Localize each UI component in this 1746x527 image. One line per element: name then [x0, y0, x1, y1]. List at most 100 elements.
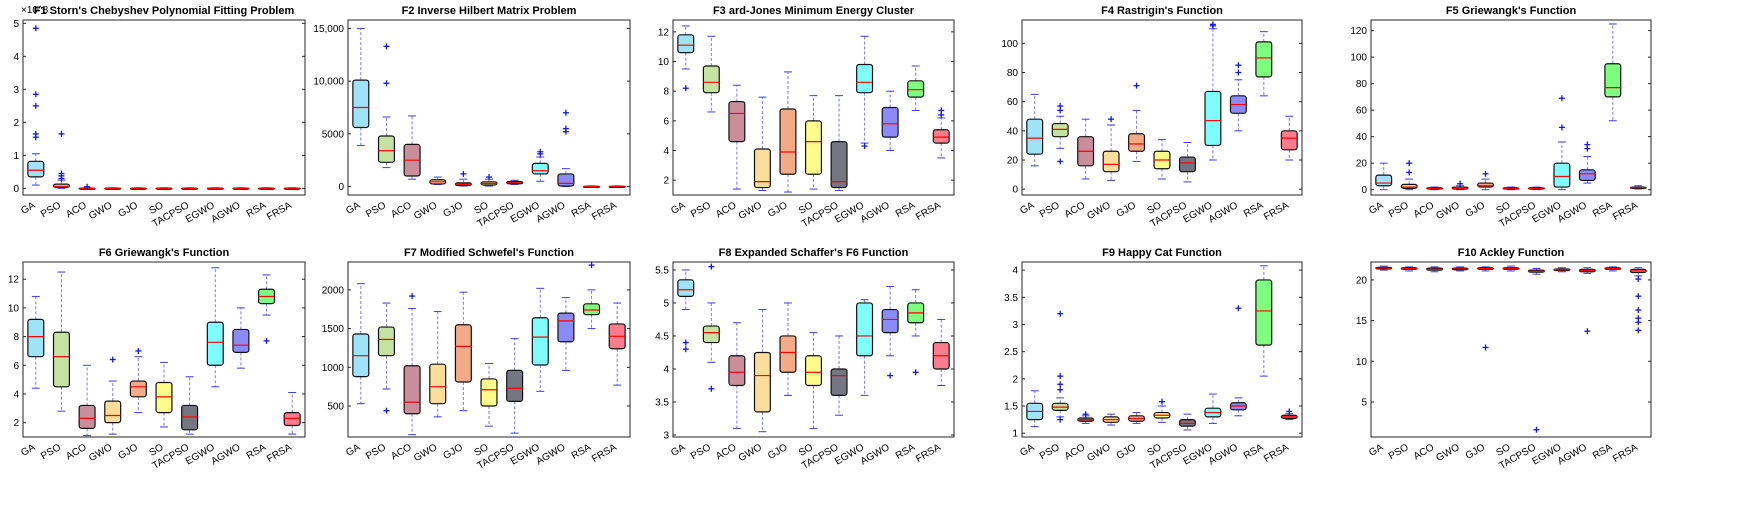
- box-body: [377, 135, 396, 163]
- x-tick-label: GJO: [117, 200, 140, 220]
- box-FRSA: [1280, 115, 1298, 161]
- x-tick-label: FRSA: [914, 442, 943, 465]
- y-exponent-label: ×10^8: [21, 5, 49, 16]
- box-GJO: [1128, 82, 1146, 162]
- y-tick-label: 4: [13, 389, 19, 400]
- box-RSA: [907, 289, 925, 376]
- x-tick-label: FRSA: [1262, 200, 1291, 223]
- x-tick-label: GJO: [442, 200, 465, 220]
- outlier-marker: [383, 80, 390, 87]
- panel-2: F2 Inverse Hilbert Matrix Problem 0 5000 10…: [313, 5, 631, 230]
- box-FRSA: [1280, 408, 1298, 421]
- outlier-marker: [383, 43, 390, 50]
- box-GJO: [454, 170, 472, 187]
- outlier-marker: [1457, 180, 1464, 187]
- y-tick-label: 3.5: [655, 398, 669, 409]
- x-tick-label: ACO: [64, 200, 88, 220]
- y-tick-label: 8: [13, 332, 19, 343]
- x-tick-label: GWO: [412, 442, 439, 464]
- x-tick-label: GJO: [442, 442, 465, 462]
- box-PSO: [702, 263, 720, 392]
- outlier-marker: [32, 91, 39, 98]
- y-tick-label: 5.5: [655, 265, 669, 276]
- box-SO: [155, 361, 173, 428]
- box-EGWO: [1204, 393, 1222, 424]
- box-EGWO: [531, 148, 549, 182]
- box-body: [753, 148, 771, 189]
- box-SO: [1153, 398, 1171, 423]
- plot-area: [1370, 261, 1652, 438]
- box-body: [779, 108, 797, 175]
- y-tick-label: 3.5: [1004, 293, 1018, 304]
- outlier-marker: [887, 372, 894, 379]
- box-body: [1553, 162, 1571, 188]
- box-GWO: [104, 356, 122, 435]
- x-tick-label: GWO: [737, 200, 764, 222]
- outlier-marker: [1286, 408, 1293, 415]
- box-body: [1178, 156, 1196, 173]
- box-RSA: [1255, 265, 1273, 377]
- y-tick-label: 0: [338, 182, 344, 193]
- x-tick-label: PSO: [1038, 200, 1062, 220]
- outlier-marker: [708, 385, 715, 392]
- outlier-marker: [1057, 386, 1064, 393]
- x-tick-label: GA: [1018, 442, 1036, 459]
- x-tick-label: AGWO: [534, 442, 567, 467]
- panel-8: F8 Expanded Schaffer's F6 Function 3 3.5 4 4…: [655, 247, 955, 472]
- x-tick-label: AGWO: [1207, 442, 1240, 467]
- outlier-marker: [861, 143, 868, 150]
- x-tick-label: FRSA: [914, 200, 943, 223]
- x-tick-label: FRSA: [590, 442, 619, 465]
- y-tick-label: 3: [663, 431, 669, 442]
- x-tick-label: PSO: [689, 442, 713, 462]
- box-GA: [352, 27, 370, 146]
- y-tick-label: 0: [1012, 185, 1018, 196]
- outlier-marker: [1406, 169, 1413, 176]
- box-TACPSO: [181, 376, 199, 435]
- box-GJO: [1477, 266, 1495, 351]
- x-tick-label: GWO: [1434, 442, 1461, 464]
- outlier-marker: [263, 337, 270, 344]
- box-TACPSO: [830, 95, 848, 192]
- y-tick-label: 100: [1350, 53, 1367, 64]
- chart-title: F5 Griewangk's Function: [1446, 5, 1577, 17]
- outlier-marker: [1635, 307, 1642, 314]
- x-tick-label: GWO: [412, 200, 439, 222]
- x-tick-label: FRSA: [265, 200, 294, 223]
- box-EGWO: [531, 287, 549, 392]
- y-tick-label: 2: [13, 118, 19, 129]
- box-body: [1255, 279, 1273, 346]
- box-FRSA: [932, 107, 950, 159]
- x-tick-label: RSA: [1591, 442, 1615, 462]
- x-tick-label: GA: [19, 200, 37, 217]
- x-tick-label: RSA: [1242, 442, 1266, 462]
- y-tick-label: 4: [663, 364, 669, 375]
- x-tick-label: ACO: [1063, 442, 1087, 462]
- box-FRSA: [283, 187, 301, 190]
- plot-area: [1370, 19, 1652, 196]
- box-ACO: [78, 183, 96, 190]
- y-tick-label: 6: [13, 361, 19, 372]
- x-tick-label: ACO: [1412, 442, 1436, 462]
- box-FRSA: [932, 318, 950, 386]
- x-tick-label: GWO: [87, 200, 114, 222]
- outlier-marker: [486, 174, 492, 181]
- y-tick-label: 1.5: [1004, 402, 1018, 413]
- outlier-marker: [1057, 158, 1064, 165]
- outlier-marker: [32, 130, 39, 137]
- y-tick-label: 20: [1356, 275, 1368, 286]
- box-FRSA: [283, 392, 301, 435]
- outlier-marker: [682, 85, 689, 92]
- chart-title: F6 Griewangk's Function: [99, 247, 230, 259]
- box-GJO: [1128, 412, 1146, 424]
- x-tick-label: AGWO: [859, 442, 892, 467]
- y-tick-label: 500: [327, 402, 344, 413]
- x-tick-label: PSO: [689, 200, 713, 220]
- y-tick-label: 3: [1012, 320, 1018, 331]
- y-tick-label: 15,000: [313, 24, 344, 35]
- box-GWO: [104, 187, 122, 190]
- x-tick-label: GWO: [1434, 200, 1461, 222]
- x-tick-label: PSO: [1387, 442, 1411, 462]
- outlier-marker: [682, 339, 689, 346]
- box-body: [1578, 169, 1596, 182]
